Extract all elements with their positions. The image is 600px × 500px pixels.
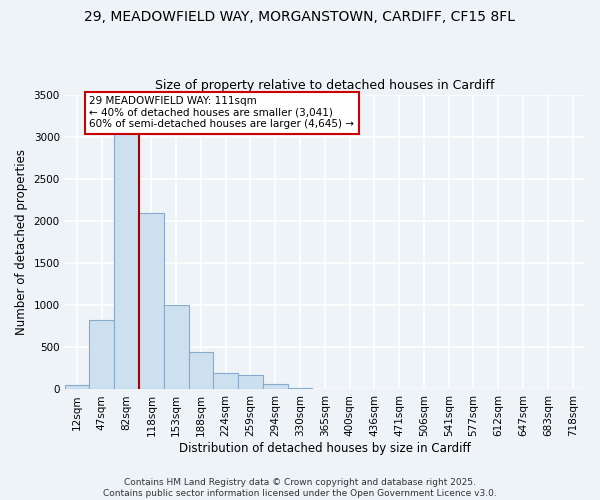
Bar [139,212,164,390]
Bar [114,112,139,390]
Text: Contains HM Land Registry data © Crown copyright and database right 2025.
Contai: Contains HM Land Registry data © Crown c… [103,478,497,498]
Bar [214,372,238,390]
Bar [287,388,313,390]
Bar [164,305,188,390]
Text: 29 MEADOWFIELD WAY: 111sqm
← 40% of detached houses are smaller (3,041)
60% of s: 29 MEADOWFIELD WAY: 111sqm ← 40% of deta… [89,96,355,130]
Y-axis label: Number of detached properties: Number of detached properties [15,149,28,335]
Title: Size of property relative to detached houses in Cardiff: Size of property relative to detached ho… [155,79,494,92]
Bar [89,320,114,390]
Bar [65,385,89,390]
Bar [263,384,287,390]
Text: 29, MEADOWFIELD WAY, MORGANSTOWN, CARDIFF, CF15 8FL: 29, MEADOWFIELD WAY, MORGANSTOWN, CARDIF… [85,10,515,24]
X-axis label: Distribution of detached houses by size in Cardiff: Distribution of detached houses by size … [179,442,471,455]
Bar [188,352,214,390]
Bar [238,375,263,390]
